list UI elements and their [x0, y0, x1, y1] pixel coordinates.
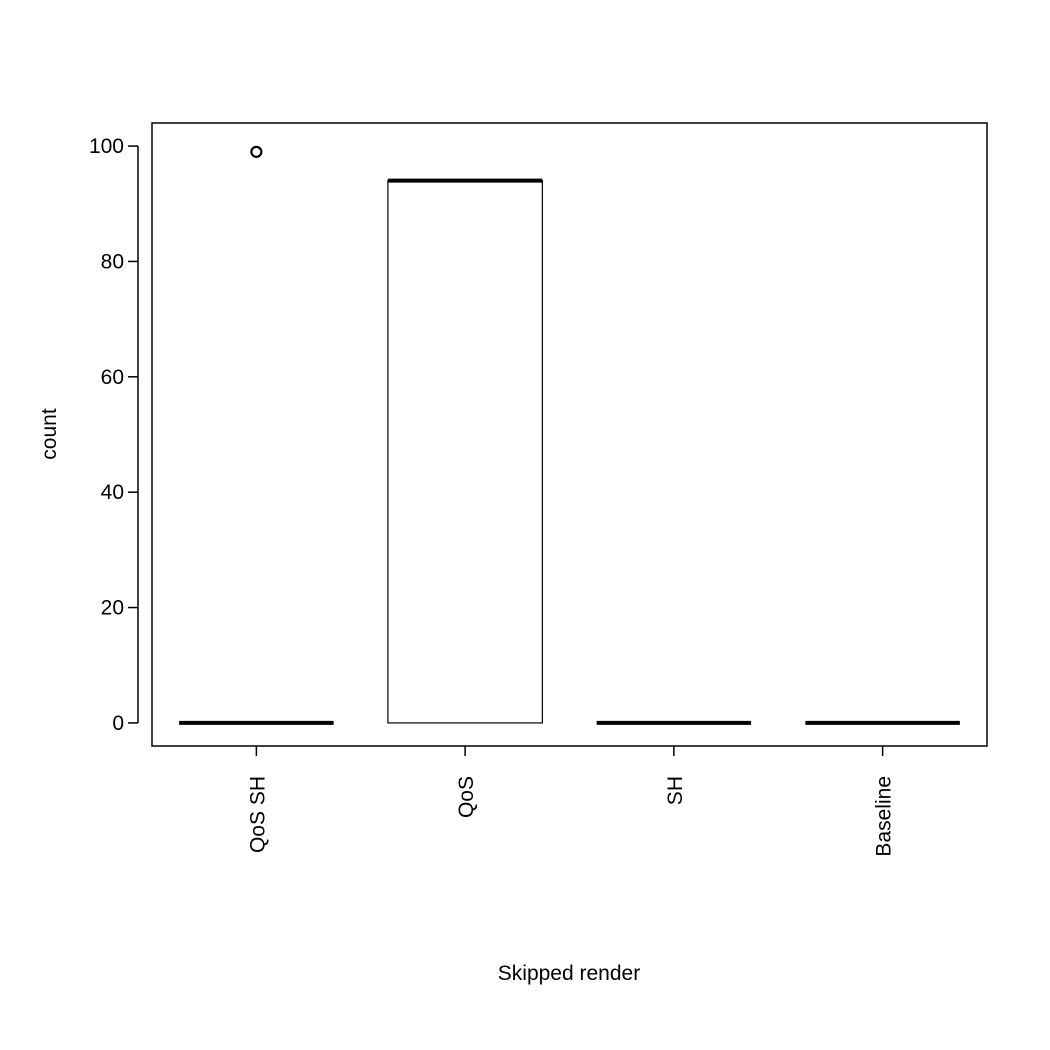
box-group: [387, 178, 543, 724]
y-tick-label: 40: [101, 481, 124, 504]
y-axis: 0 20 40 60 80 100: [89, 135, 139, 735]
y-tick-label: 20: [101, 597, 124, 620]
outlier-point: [250, 145, 263, 158]
x-tick-label: SH: [664, 776, 687, 805]
box-group: [179, 145, 334, 725]
x-tick-label: QoS SH: [246, 776, 269, 853]
x-axis-label: Skipped render: [498, 962, 640, 985]
boxes-layer: [179, 145, 960, 725]
y-tick-label: 80: [101, 250, 124, 273]
x-tick-label: QoS: [455, 776, 478, 818]
y-tick-label: 100: [89, 135, 124, 158]
y-tick-label: 0: [112, 712, 124, 735]
y-axis-label: count: [38, 408, 61, 460]
plot-frame: [151, 122, 988, 747]
x-tick-label: Baseline: [873, 776, 896, 857]
box-body: [387, 180, 543, 724]
y-tick-label: 60: [101, 366, 124, 389]
x-axis: QoS SH QoS SH Baseline: [246, 746, 896, 857]
